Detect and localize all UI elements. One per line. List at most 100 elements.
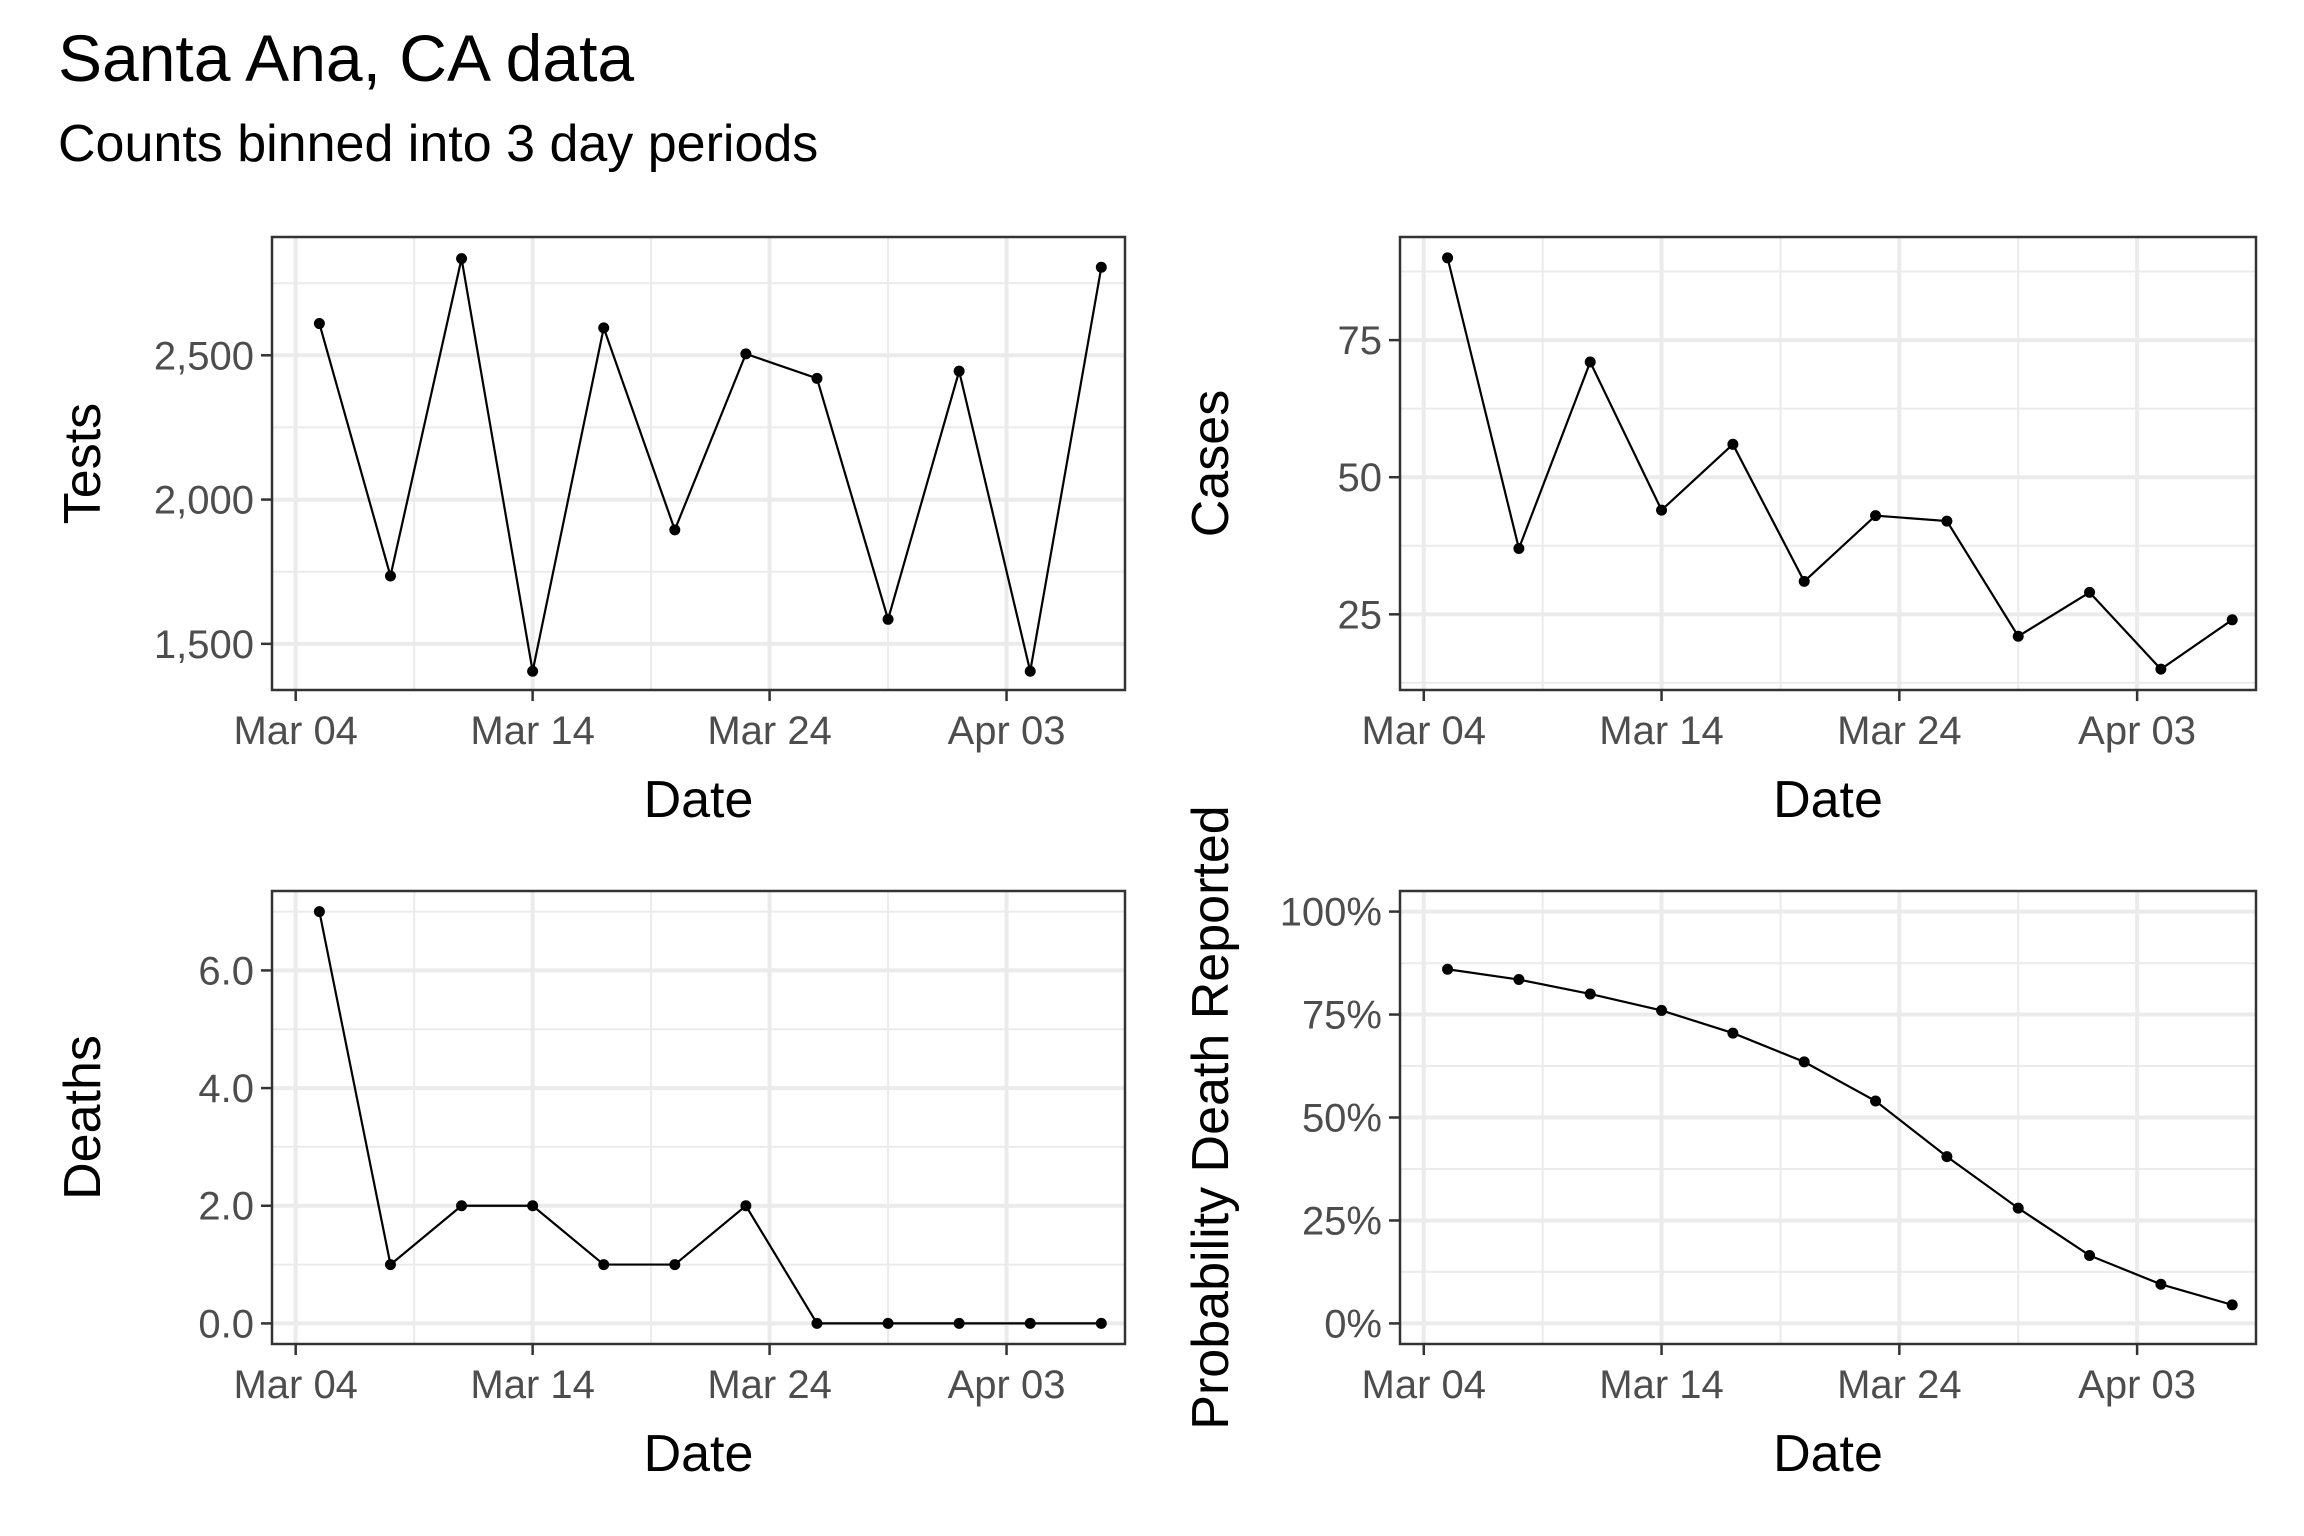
y-tick-label: 2,000 — [154, 479, 254, 523]
panel-border — [270, 235, 1127, 692]
y-tick-label: 75% — [1302, 994, 1382, 1038]
data-point — [1798, 575, 1810, 587]
data-point — [1798, 1056, 1810, 1068]
x-tick-label: Mar 14 — [1599, 1363, 1724, 1407]
data-point — [882, 613, 894, 625]
data-point — [456, 253, 468, 265]
y-tick-label: 25 — [1338, 593, 1383, 637]
data-point — [953, 365, 965, 377]
page-subtitle: Counts binned into 3 day periods — [58, 115, 819, 173]
x-tick-label: Mar 24 — [1837, 709, 1962, 753]
data-point — [2155, 1278, 2167, 1290]
data-point — [313, 318, 325, 330]
data-point — [527, 1200, 539, 1212]
data-point — [1656, 1004, 1668, 1016]
y-tick-label: 75 — [1338, 319, 1383, 363]
y-axis-title: Tests — [54, 403, 112, 524]
x-tick-label: Apr 03 — [2078, 709, 2196, 753]
data-point — [1584, 356, 1596, 368]
chart-deaths: 0.0 2.0 4.0 6.0 Mar 04 Mar 14 Mar 24 Apr 03 Date… — [54, 889, 1127, 1483]
x-tick-label: Apr 03 — [948, 709, 1066, 753]
y-tick-label: 50% — [1302, 1097, 1382, 1141]
series-line — [318, 258, 1103, 672]
data-point — [669, 524, 681, 536]
data-point — [1095, 261, 1107, 273]
x-axis-title: Date — [1773, 1425, 1883, 1483]
series-line — [318, 911, 1102, 1325]
data-point — [527, 665, 539, 677]
data-point — [1095, 1317, 1107, 1329]
x-tick-label: Mar 14 — [470, 1363, 595, 1407]
data-point — [1656, 504, 1668, 516]
x-tick-label: Mar 04 — [233, 1363, 358, 1407]
chart-tests: 1,500 2,000 2,500 Mar 04 Mar 14 Mar 24 Apr 03 D… — [54, 235, 1127, 829]
x-tick-label: Mar 24 — [707, 709, 832, 753]
data-point — [2226, 1299, 2238, 1311]
data-point — [953, 1317, 965, 1329]
data-point — [384, 1259, 396, 1271]
x-tick-label: Mar 04 — [1362, 709, 1487, 753]
data-point — [740, 1200, 752, 1212]
x-tick-label: Apr 03 — [2078, 1363, 2196, 1407]
data-point — [1513, 974, 1525, 986]
data-point — [1941, 515, 1953, 527]
y-tick-label: 4.0 — [198, 1067, 254, 1111]
x-tick-label: Mar 24 — [707, 1363, 832, 1407]
x-tick-label: Mar 24 — [1837, 1363, 1962, 1407]
y-axis-title: Probability Death Reported — [1182, 805, 1240, 1429]
data-point — [2155, 663, 2167, 675]
chart-probability: 0% 25% 50% 75% 100% Mar 04 Mar 14 Mar 24 Apr 03 D… — [1182, 805, 2258, 1483]
series-line — [1447, 968, 2233, 1306]
y-axis-title: Cases — [1182, 390, 1240, 537]
y-tick-label: 25% — [1302, 1199, 1382, 1243]
data-point — [882, 1317, 894, 1329]
data-point — [1870, 1095, 1882, 1107]
y-tick-label: 1,500 — [154, 623, 254, 667]
y-tick-label: 6.0 — [198, 949, 254, 993]
y-axis-title: Deaths — [54, 1035, 112, 1200]
x-tick-label: Apr 03 — [948, 1363, 1066, 1407]
data-point — [1870, 510, 1882, 522]
x-axis-title: Date — [644, 1425, 754, 1483]
x-axis-title: Date — [1773, 771, 1883, 829]
data-point — [2084, 1249, 2096, 1261]
series-line — [1446, 257, 2233, 671]
y-tick-label: 50 — [1338, 456, 1383, 500]
data-point — [2084, 586, 2096, 598]
y-tick-label: 0.0 — [198, 1302, 254, 1346]
data-point — [811, 372, 823, 384]
data-point — [669, 1259, 681, 1271]
data-point — [740, 348, 752, 360]
data-point — [384, 570, 396, 582]
x-axis-title: Date — [644, 771, 754, 829]
x-tick-label: Mar 04 — [1362, 1363, 1487, 1407]
chart-cases: 25 50 75 Mar 04 Mar 14 Mar 24 Apr 03 Date Cases — [1182, 235, 2258, 829]
data-point — [2012, 630, 2024, 642]
data-point — [1584, 988, 1596, 1000]
data-point — [2226, 614, 2238, 626]
data-point — [313, 906, 325, 918]
x-tick-label: Mar 14 — [470, 709, 595, 753]
data-point — [1442, 963, 1454, 975]
data-point — [1024, 665, 1036, 677]
x-tick-label: Mar 04 — [233, 709, 358, 753]
data-point — [1727, 438, 1739, 450]
x-tick-label: Mar 14 — [1599, 709, 1724, 753]
y-tick-label: 2,500 — [154, 334, 254, 378]
panel-border — [270, 889, 1127, 1346]
y-tick-label: 0% — [1324, 1302, 1382, 1346]
data-point — [811, 1317, 823, 1329]
panel-border — [1398, 235, 2258, 692]
y-tick-label: 100% — [1280, 891, 1382, 935]
data-point — [1442, 252, 1454, 264]
data-point — [1941, 1151, 1953, 1163]
data-point — [2012, 1202, 2024, 1214]
data-point — [598, 322, 610, 334]
data-point — [1727, 1027, 1739, 1039]
data-point — [456, 1200, 468, 1212]
y-tick-label: 2.0 — [198, 1185, 254, 1229]
data-point — [1024, 1317, 1036, 1329]
data-point — [598, 1259, 610, 1271]
data-point — [1513, 543, 1525, 555]
